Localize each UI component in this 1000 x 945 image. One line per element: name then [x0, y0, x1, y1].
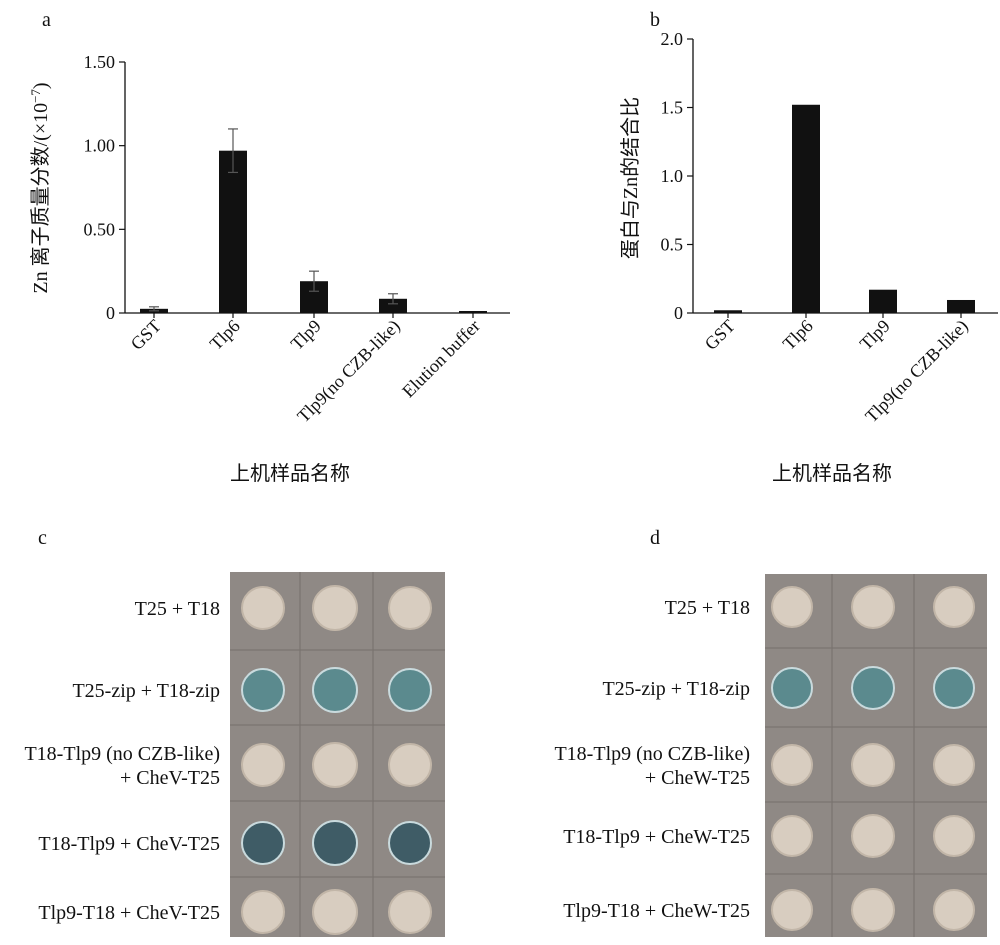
row-label: + CheW-T25 — [645, 767, 750, 789]
bar — [459, 310, 487, 313]
panel-a-y-axis-title: Zn 离子质量分数/(×10−7) — [28, 82, 52, 293]
bar — [792, 104, 820, 313]
colony — [388, 743, 432, 787]
y-tick-label: 0 — [106, 303, 115, 323]
colony — [771, 815, 813, 857]
colony — [388, 821, 432, 865]
colony — [241, 743, 285, 787]
y-tick-label: 2.0 — [661, 29, 684, 49]
panel-c-colonies — [241, 585, 432, 935]
x-tick-label: GST — [127, 316, 165, 354]
panel-d-plate-grid — [765, 574, 987, 937]
row-label: T25 + T18 — [135, 598, 220, 620]
panel-d-row-labels: T25 + T18 T25-zip + T18-zip T18-Tlp9 (no C… — [554, 597, 750, 922]
panel-d-colonies — [771, 585, 975, 932]
colony — [933, 815, 975, 857]
colony — [312, 889, 358, 935]
y-tick-label: 0.5 — [661, 235, 684, 255]
panel-b-y-axis-title: 蛋白与Zn的结合比 — [619, 97, 642, 259]
colony — [312, 820, 358, 866]
bar — [947, 299, 975, 313]
x-tick-label: Tlp9 — [287, 316, 325, 354]
colony — [388, 890, 432, 934]
panel-c-row-labels: T25 + T18 T25-zip + T18-zip T18-Tlp9 (no C… — [24, 598, 220, 924]
colony — [933, 744, 975, 786]
panel-b-bars — [714, 104, 975, 313]
row-label: T18-Tlp9 + CheW-T25 — [563, 826, 750, 848]
row-label: T25 + T18 — [665, 597, 750, 619]
colony — [388, 586, 432, 630]
row-label: T18-Tlp9 + CheV-T25 — [38, 833, 220, 855]
x-tick-label: Tlp6 — [779, 316, 817, 354]
bar — [714, 310, 742, 313]
panel-d: d T25 + T18 T25-zip + T18-zip T18-Tlp9 (no… — [554, 527, 987, 937]
bar — [219, 150, 247, 313]
y-tick-label: 1.00 — [84, 136, 116, 156]
x-tick-label: GST — [701, 316, 739, 354]
row-label: Tlp9-T18 + CheW-T25 — [563, 900, 750, 922]
row-label: T18-Tlp9 (no CZB-like) — [554, 743, 750, 765]
panel-b-x-axis-title: 上机样品名称 — [772, 462, 892, 485]
x-tick-label: Tlp9 — [856, 316, 894, 354]
colony — [241, 890, 285, 934]
panel-c: c T25 + T18 T25-zip + T18-zip T18-Tlp9 (no… — [24, 527, 445, 937]
colony — [771, 889, 813, 931]
row-label: Tlp9-T18 + CheV-T25 — [38, 902, 220, 924]
panel-a-x-axis-title: 上机样品名称 — [230, 462, 350, 485]
colony — [933, 586, 975, 628]
panel-a-y-ticks: 0 0.50 1.00 1.50 — [84, 52, 125, 323]
panel-b-letter: b — [650, 9, 660, 31]
x-tick-label: Tlp6 — [206, 316, 244, 354]
colony — [851, 814, 895, 858]
colony — [851, 888, 895, 932]
panel-a-letter: a — [42, 9, 51, 31]
y-tick-label: 1.5 — [661, 98, 684, 118]
panel-d-letter: d — [650, 527, 660, 549]
panel-c-plate-grid — [230, 572, 445, 937]
panel-a-y-title-exp: −7 — [28, 89, 43, 103]
colony — [851, 666, 895, 710]
colony — [851, 585, 895, 629]
colony — [771, 744, 813, 786]
y-tick-label: 0.50 — [84, 219, 116, 239]
colony — [312, 585, 358, 631]
panel-a-y-title-tail: ) — [30, 82, 52, 89]
y-tick-label: 1.0 — [661, 166, 684, 186]
panel-b-y-ticks: 0 0.5 1.0 1.5 2.0 — [661, 29, 693, 323]
colony — [312, 667, 358, 713]
x-tick-label: Elution buffer — [398, 316, 484, 402]
colony — [241, 668, 285, 712]
panel-c-letter: c — [38, 527, 47, 549]
y-tick-label: 1.50 — [84, 52, 116, 72]
colony — [771, 586, 813, 628]
colony — [933, 667, 975, 709]
colony — [312, 742, 358, 788]
colony — [241, 586, 285, 630]
row-label: T25-zip + T18-zip — [72, 680, 220, 702]
bar — [869, 289, 897, 313]
panel-a-bars — [140, 128, 487, 313]
bar — [379, 298, 407, 313]
colony — [241, 821, 285, 865]
row-label: T25-zip + T18-zip — [602, 678, 750, 700]
y-tick-label: 0 — [674, 303, 683, 323]
row-label: + CheV-T25 — [120, 767, 220, 789]
colony — [388, 668, 432, 712]
panel-a-y-title-main: Zn 离子质量分数/(×10 — [29, 103, 52, 294]
colony — [933, 889, 975, 931]
colony — [851, 743, 895, 787]
colony — [771, 667, 813, 709]
row-label: T18-Tlp9 (no CZB-like) — [24, 743, 220, 765]
